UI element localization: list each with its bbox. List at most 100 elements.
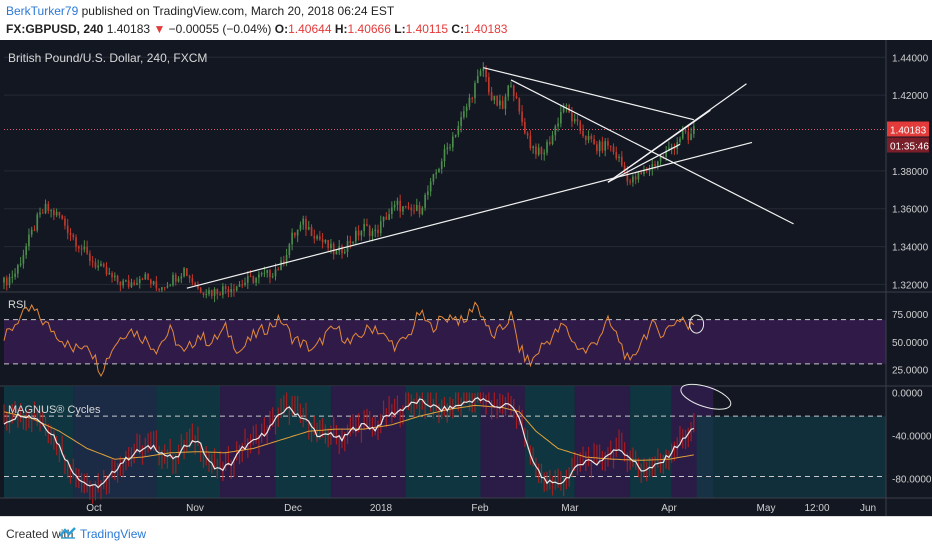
chart-canvas[interactable]: 1.44000 1.42000 1.40183 01:35:46 1.38000 1.36… bbox=[0, 40, 932, 516]
candle-body bbox=[269, 270, 271, 278]
candle-body bbox=[39, 212, 41, 215]
change-arrow-icon: ▼ bbox=[153, 22, 166, 36]
candle-body bbox=[233, 289, 235, 291]
candle-body bbox=[424, 194, 426, 208]
rsi-band bbox=[4, 319, 886, 364]
candle-body bbox=[418, 205, 421, 215]
cycle-slow-line bbox=[3, 404, 694, 461]
price-pane[interactable] bbox=[0, 56, 932, 303]
time-tick-label: Mar bbox=[561, 503, 579, 514]
candle-body bbox=[521, 111, 523, 123]
candle-body bbox=[285, 255, 288, 264]
trendline bbox=[186, 141, 753, 289]
candle-body bbox=[83, 246, 86, 250]
candle-body bbox=[249, 276, 252, 278]
candle-body bbox=[191, 278, 194, 283]
candle-body bbox=[396, 200, 399, 205]
high-value: 1.40666 bbox=[347, 22, 391, 36]
candle-body bbox=[260, 273, 263, 275]
candle-body bbox=[374, 229, 377, 232]
candle-body bbox=[150, 279, 152, 284]
candle-body bbox=[620, 156, 623, 166]
candle-body bbox=[468, 97, 471, 107]
cycles-pane[interactable] bbox=[3, 379, 886, 504]
candle-body bbox=[476, 75, 479, 84]
candle-body bbox=[252, 276, 255, 283]
candle-body bbox=[540, 147, 543, 155]
cycles-pane-title: MAGNUS® Cycles bbox=[8, 404, 101, 416]
candle-body bbox=[299, 224, 302, 230]
candle-body bbox=[640, 172, 643, 174]
candle-body bbox=[532, 146, 534, 148]
tradingview-brand-link[interactable]: TradingView bbox=[80, 527, 147, 541]
candle-body bbox=[629, 181, 631, 183]
candle-body bbox=[446, 147, 449, 150]
cycle-band bbox=[275, 386, 331, 498]
rsi-pane-title: RSI bbox=[8, 299, 26, 311]
candle-body bbox=[5, 277, 8, 286]
candle-body bbox=[108, 273, 111, 275]
candle-body bbox=[144, 274, 147, 280]
tradingview-logo-icon[interactable] bbox=[59, 527, 77, 539]
rsi-tick-label: 75.0000 bbox=[892, 310, 929, 321]
candle-body bbox=[188, 276, 191, 279]
cycle-band bbox=[73, 386, 157, 498]
candle-body bbox=[219, 294, 221, 296]
candle-body bbox=[266, 270, 269, 273]
candle-body bbox=[410, 207, 413, 211]
candle-body bbox=[482, 68, 485, 71]
candle-body bbox=[413, 210, 415, 212]
last-price: 1.40183 bbox=[106, 22, 151, 36]
cycle-tick-label: -80.0000 bbox=[892, 475, 932, 486]
candle-body bbox=[230, 289, 233, 293]
candle-body bbox=[86, 246, 88, 254]
price-axis[interactable]: 1.44000 1.42000 1.40183 01:35:46 1.38000 1.36… bbox=[885, 40, 932, 516]
candle-body bbox=[645, 169, 648, 172]
countdown-badge bbox=[887, 137, 929, 153]
candle-body bbox=[324, 239, 327, 243]
price-tick-label: 1.36000 bbox=[892, 205, 929, 216]
candle-body bbox=[77, 246, 80, 249]
rsi-pane[interactable] bbox=[0, 301, 932, 387]
time-tick-label: Feb bbox=[471, 503, 489, 514]
candle-body bbox=[41, 212, 44, 214]
candle-body bbox=[44, 203, 47, 214]
candle-body bbox=[335, 251, 338, 255]
candle-body bbox=[75, 237, 77, 247]
candle-body bbox=[177, 278, 180, 282]
cycle-band bbox=[630, 386, 672, 498]
footer: Created with TradingView bbox=[0, 516, 932, 551]
candle-body bbox=[210, 290, 213, 296]
author-link[interactable]: BerkTurker79 bbox=[6, 4, 79, 18]
candle-body bbox=[47, 203, 50, 211]
candle-body bbox=[512, 85, 515, 97]
candle-body bbox=[216, 289, 219, 295]
candle-body bbox=[136, 283, 138, 285]
candle-body bbox=[280, 260, 282, 271]
candle-body bbox=[557, 123, 559, 127]
candle-body bbox=[510, 85, 512, 87]
candle-body bbox=[601, 141, 604, 151]
candle-body bbox=[141, 279, 144, 281]
candle-body bbox=[313, 236, 316, 239]
candle-body bbox=[202, 292, 205, 296]
candle-body bbox=[457, 125, 460, 135]
candle-body bbox=[634, 176, 637, 180]
candle-body bbox=[391, 207, 393, 215]
price-tick-label: 1.38000 bbox=[892, 167, 929, 178]
candle-body bbox=[22, 255, 25, 264]
candle-body bbox=[379, 221, 382, 234]
candle-body bbox=[560, 111, 562, 124]
candle-body bbox=[155, 281, 158, 289]
low-value: 1.40115 bbox=[405, 22, 449, 36]
candle-body bbox=[97, 265, 100, 268]
time-axis[interactable]: Oct Nov Dec 2018 Feb Mar Apr May 12:00 Jun bbox=[0, 497, 932, 514]
candle-body bbox=[197, 285, 199, 289]
candle-body bbox=[366, 224, 368, 226]
time-tick-label: Nov bbox=[186, 503, 204, 514]
candle-body bbox=[360, 231, 363, 236]
candle-body bbox=[590, 136, 593, 140]
candle-body bbox=[429, 181, 432, 192]
high-label: H: bbox=[334, 22, 348, 36]
candle-body bbox=[626, 170, 629, 182]
